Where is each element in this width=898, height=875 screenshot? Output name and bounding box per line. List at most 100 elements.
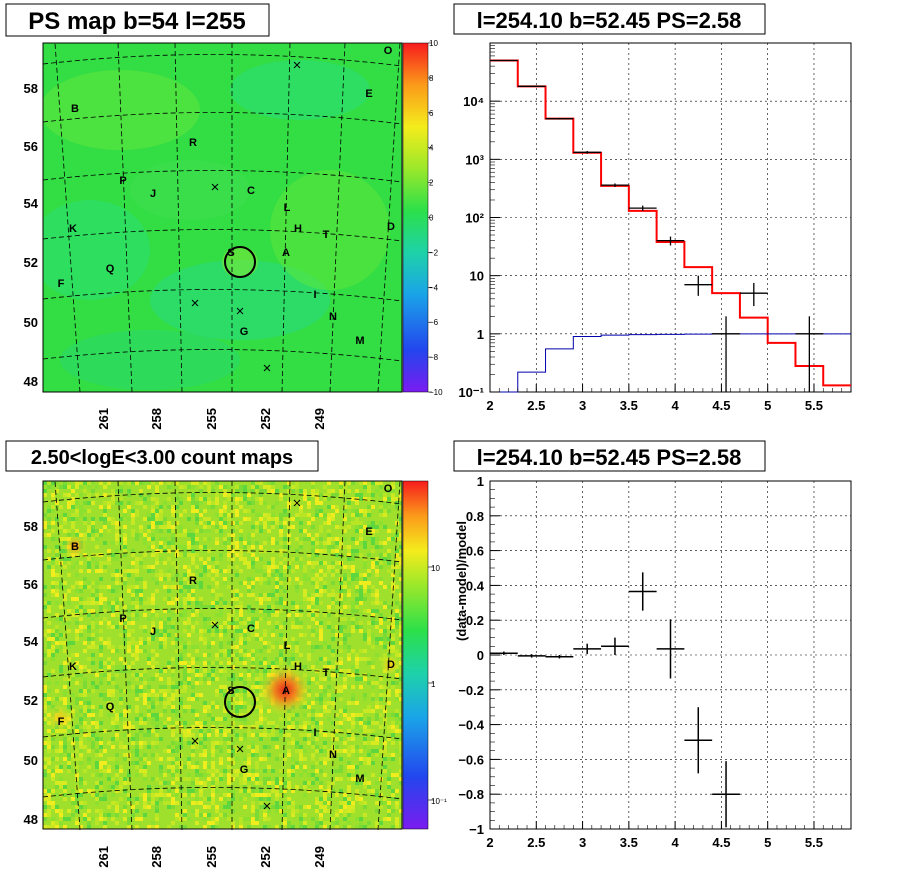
source-label-A: A: [282, 247, 290, 259]
source-label-J: J: [150, 626, 156, 638]
spectrum-x-tick: 2.5: [527, 398, 545, 413]
latitude-line: [42, 787, 403, 800]
count-map-noise: [43, 481, 402, 829]
count-map-y-tick: 58: [24, 519, 38, 534]
source-label-M: M: [355, 335, 364, 347]
longitude-line: [377, 480, 401, 831]
residual-panel: 2 2.5 3 3.5 4 4.5 5 5.5 1 0.8 0.6 0.4 0.2 0 −0.2 −0.4 −0…: [454, 474, 852, 850]
spectrum-x-tick: 5: [764, 398, 771, 413]
cross-marker: [191, 737, 199, 745]
spectrum-x-tick: 4: [672, 398, 680, 413]
colorbar-tick-label: 6: [429, 109, 434, 118]
source-label-N: N: [329, 749, 337, 761]
source-label-K: K: [69, 223, 77, 235]
title-box-count-map: 2.50<logE<3.00 count maps: [5, 440, 319, 472]
count-map-x-tick: 249: [312, 846, 327, 868]
source-label-O: O: [384, 483, 393, 495]
cross-marker: [293, 499, 301, 507]
source-label-C: C: [247, 185, 255, 197]
source-label-P: P: [119, 613, 126, 625]
count-roi-circle: [224, 686, 256, 718]
cross-marker: [263, 364, 271, 372]
residual-y-tick: 0.4: [466, 578, 485, 593]
latitude-line: [42, 727, 403, 740]
title-residual: l=254.10 b=52.45 PS=2.58: [477, 445, 742, 470]
cross-marker: [293, 61, 301, 69]
ps-map-y-tick: 50: [24, 315, 38, 330]
longitude-line: [281, 480, 291, 831]
ps-map-colorbar: [403, 43, 428, 392]
latitude-line: [42, 229, 403, 242]
colorbar-tick-label: −10: [429, 388, 443, 397]
colorbar-tick-label: −8: [429, 353, 439, 362]
ps-map-x-tick: 249: [312, 408, 327, 430]
latitude-line: [42, 550, 403, 563]
residual-y-tick: 0.6: [466, 544, 484, 559]
roi-circle: [224, 246, 256, 278]
title-box-residual: l=254.10 b=52.45 PS=2.58: [453, 440, 766, 472]
residual-x-tick: 5: [764, 835, 771, 850]
latitude-line: [42, 667, 403, 680]
residual-ticks: 2 2.5 3 3.5 4 4.5 5 5.5 1 0.8 0.6 0.4 0.2 0 −0.2 −0.4 −0…: [458, 474, 852, 850]
latitude-line: [42, 289, 403, 302]
longitude-line: [54, 42, 81, 393]
cross-marker: [236, 307, 244, 315]
ps-map-x-tick: 258: [149, 408, 164, 430]
spectrum-y-tick: 1: [477, 327, 484, 342]
longitude-line: [117, 480, 133, 831]
residual-y-tick: −1: [469, 822, 484, 837]
spectrum-panel: 2 2.5 3 3.5 4 4.5 5 5.5 10⁻¹ 1 10 10² 10³ 10⁴: [458, 42, 852, 413]
count-map-coordinate-grid: [42, 480, 403, 831]
colorbar-tick-label: −4: [429, 283, 439, 292]
ps-map-x-tick: 255: [204, 408, 219, 430]
title-count-map: 2.50<logE<3.00 count maps: [31, 447, 293, 469]
source-label-R: R: [189, 137, 197, 149]
source-label-E: E: [365, 88, 372, 100]
source-label-D: D: [387, 221, 395, 233]
title-ps-map: PS map b=54 l=255: [28, 8, 245, 35]
residual-x-tick: 2: [486, 835, 493, 850]
source-label-T: T: [323, 229, 330, 241]
residual-points: [490, 572, 740, 828]
spectrum-series: [490, 59, 851, 393]
source-label-F: F: [58, 278, 65, 290]
colorbar-tick-label: −2: [429, 248, 439, 257]
ps-map-y-tick: 48: [24, 374, 38, 389]
ps-map-coordinate-grid: [42, 42, 403, 393]
residual-x-tick: 5.5: [805, 835, 823, 850]
residual-x-tick: 2.5: [527, 835, 545, 850]
ps-map-colorbar-ticks: 10 8 6 4 2 0 −2 −4 −6 −8 −10: [428, 39, 443, 397]
residual-x-tick: 4.5: [712, 835, 730, 850]
longitude-line: [117, 42, 133, 393]
cross-marker: [191, 299, 199, 307]
latitude-line: [42, 54, 403, 67]
count-map-x-tick: 261: [96, 846, 111, 868]
source-label-Q: Q: [106, 701, 115, 713]
source-label-K: K: [69, 661, 77, 673]
longitude-line: [377, 42, 401, 393]
source-label-E: E: [365, 526, 372, 538]
residual-y-tick: −0.4: [458, 718, 484, 733]
colorbar-tick-label: 10: [431, 564, 440, 573]
residual-y-tick: 0: [477, 648, 484, 663]
residual-x-tick: 3: [579, 835, 586, 850]
source-label-H: H: [294, 661, 302, 673]
model-background-step: [490, 333, 851, 393]
source-label-C: C: [247, 623, 255, 635]
spectrum-x-tick: 3: [579, 398, 586, 413]
count-map-colorbar: [403, 481, 428, 829]
spectrum-ticks: 2 2.5 3 3.5 4 4.5 5 5.5 10⁻¹ 1 10 10² 10³ 10⁴: [458, 45, 852, 413]
source-label-P: P: [119, 175, 126, 187]
longitude-line: [54, 480, 81, 831]
spectrum-y-tick: 10²: [465, 211, 484, 226]
count-map-x-tick: 258: [149, 846, 164, 868]
ps-map-y-tick: 56: [24, 139, 38, 154]
colorbar-tick-label: 8: [429, 74, 434, 83]
spectrum-x-tick: 3.5: [620, 398, 638, 413]
count-map-colorbar-ticks: 10 1 10⁻¹: [428, 564, 447, 806]
source-label-A: A: [282, 685, 290, 697]
colorbar-tick-label: 10⁻¹: [431, 797, 447, 806]
count-map-y-tick: 54: [24, 634, 39, 649]
title-box-ps-map: PS map b=54 l=255: [5, 3, 270, 37]
residual-grid: [489, 480, 851, 830]
